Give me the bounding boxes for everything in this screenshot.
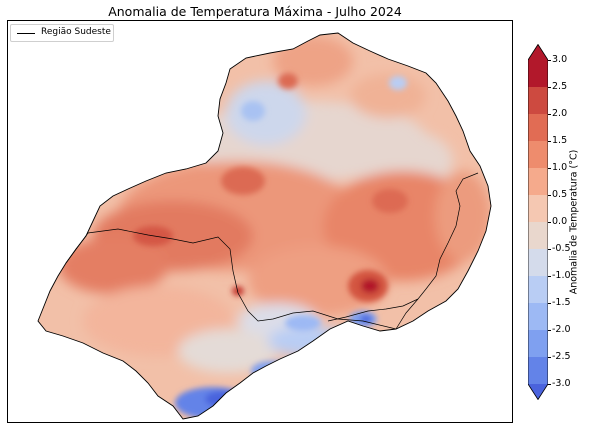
colorbar-band bbox=[528, 303, 548, 331]
colorbar-tick-label: 2.5 bbox=[552, 81, 568, 92]
colorbar-band bbox=[528, 168, 548, 196]
colorbar-tick-label: 2.0 bbox=[552, 108, 568, 119]
colorbar-tick-mark bbox=[548, 60, 551, 61]
colorbar-tick-label: -2.0 bbox=[552, 324, 571, 335]
colorbar-tick-mark bbox=[548, 303, 551, 304]
colorbar-band bbox=[528, 249, 548, 277]
colorbar-band bbox=[528, 222, 548, 250]
colorbar-tick-mark bbox=[548, 141, 551, 142]
map-frame bbox=[7, 20, 513, 423]
colorbar-tick-label: 1.0 bbox=[552, 162, 568, 173]
colorbar bbox=[528, 44, 548, 400]
colorbar-tick-label: 0.0 bbox=[552, 216, 568, 227]
colorbar-tick-mark bbox=[548, 87, 551, 88]
colorbar-band bbox=[528, 141, 548, 169]
state-border-sp-mg bbox=[65, 228, 397, 330]
state-border-mg-es bbox=[395, 172, 479, 330]
colorbar-band bbox=[528, 60, 548, 88]
colorbar-tick-label: -1.5 bbox=[552, 297, 571, 308]
colorbar-tick-mark bbox=[548, 330, 551, 331]
legend-line-icon bbox=[17, 33, 35, 34]
colorbar-tick-mark bbox=[548, 222, 551, 223]
colorbar-tick-mark bbox=[548, 384, 551, 385]
region-outline bbox=[37, 32, 492, 420]
colorbar-band bbox=[528, 330, 548, 358]
colorbar-tick-mark bbox=[548, 114, 551, 115]
colorbar-outline bbox=[528, 44, 548, 400]
colorbar-band bbox=[528, 357, 548, 385]
colorbar-tick-label: -1.0 bbox=[552, 270, 571, 281]
map-legend: Região Sudeste bbox=[10, 24, 114, 42]
anomaly-field bbox=[38, 33, 491, 419]
colorbar-extend-max bbox=[528, 44, 548, 60]
colorbar-extend-min bbox=[528, 384, 548, 400]
colorbar-tick-label: -3.0 bbox=[552, 378, 571, 389]
colorbar-tick-label: -2.5 bbox=[552, 351, 571, 362]
colorbar-band bbox=[528, 195, 548, 223]
colorbar-tick-label: 0.5 bbox=[552, 189, 568, 200]
colorbar-band bbox=[528, 276, 548, 304]
colorbar-tick-mark bbox=[548, 249, 551, 250]
colorbar-tick-mark bbox=[548, 276, 551, 277]
legend-label: Região Sudeste bbox=[41, 27, 111, 37]
colorbar-tick-mark bbox=[548, 168, 551, 169]
colorbar-tick-label: 3.0 bbox=[552, 54, 568, 65]
anomaly-map bbox=[37, 32, 492, 420]
colorbar-tick-mark bbox=[548, 195, 551, 196]
colorbar-tick-mark bbox=[548, 357, 551, 358]
colorbar-tick-label: -0.5 bbox=[552, 243, 571, 254]
colorbar-band bbox=[528, 114, 548, 142]
colorbar-tick-label: 1.5 bbox=[552, 135, 568, 146]
colorbar-title: Anomalia de Temperatura (°C) bbox=[568, 149, 580, 295]
map-title: Anomalia de Temperatura Máxima - Julho 2… bbox=[108, 4, 402, 19]
colorbar-band bbox=[528, 87, 548, 115]
state-border-rj-mg bbox=[327, 298, 419, 322]
